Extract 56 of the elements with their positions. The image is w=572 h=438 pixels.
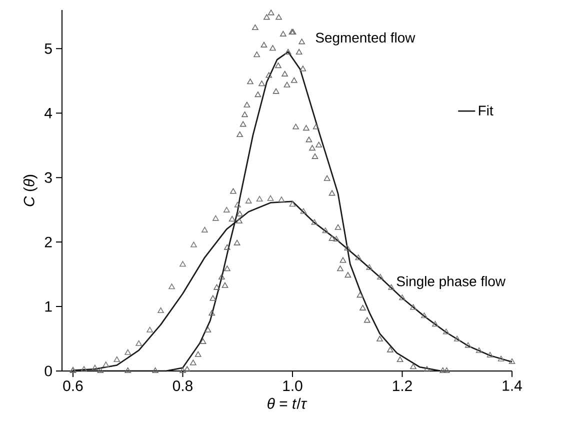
point: [366, 264, 372, 270]
x-tick-label: 0.8: [172, 380, 192, 392]
point: [508, 358, 516, 364]
point: [168, 284, 175, 290]
point: [267, 195, 274, 201]
point: [202, 226, 208, 232]
annotation: Single phase flow: [396, 276, 506, 290]
y-tick-label: 2: [44, 236, 52, 248]
point: [421, 312, 428, 318]
point: [410, 304, 416, 310]
legend-label: Fit: [478, 105, 494, 116]
x-tick-label: 1.4: [502, 380, 522, 391]
point: [432, 320, 438, 327]
point: [454, 336, 460, 342]
y-tick-label: 0: [44, 366, 52, 376]
y-axis-title: C (θ): [23, 174, 38, 206]
point: [486, 352, 494, 358]
annotation: Segmented flow: [316, 32, 416, 46]
point: [124, 349, 132, 355]
point: [300, 208, 307, 214]
y-tick-label: 4: [44, 108, 52, 118]
point: [442, 328, 450, 334]
point: [245, 198, 252, 204]
x-tick-label: 1.2: [393, 380, 412, 391]
point: [476, 347, 482, 353]
y-tick-label: 3: [44, 172, 52, 183]
y-tick-label: 5: [44, 43, 52, 54]
x-axis-title: θ = t/τ: [268, 398, 308, 409]
point: [102, 362, 110, 368]
point: [92, 364, 98, 370]
point: [80, 366, 88, 372]
point: [212, 215, 219, 221]
point: [399, 294, 406, 300]
point: [146, 326, 153, 332]
point: [289, 201, 296, 207]
point: [333, 236, 340, 242]
point: [344, 244, 351, 251]
point: [322, 228, 329, 234]
point: [190, 242, 197, 248]
point: [180, 261, 186, 267]
point: [136, 340, 142, 346]
point: [464, 342, 472, 348]
point: [377, 274, 384, 280]
point: [311, 219, 318, 225]
point: [158, 307, 164, 314]
point: [388, 284, 394, 290]
point: [256, 196, 263, 202]
point: [234, 202, 241, 208]
point: [223, 206, 230, 212]
point: [278, 196, 285, 202]
y-tick-label: 1: [45, 301, 52, 312]
x-tick-label: 1.0: [283, 380, 302, 392]
x-tick-label: 0.6: [63, 380, 83, 392]
point: [114, 356, 120, 362]
point: [498, 356, 504, 362]
point: [355, 254, 362, 260]
